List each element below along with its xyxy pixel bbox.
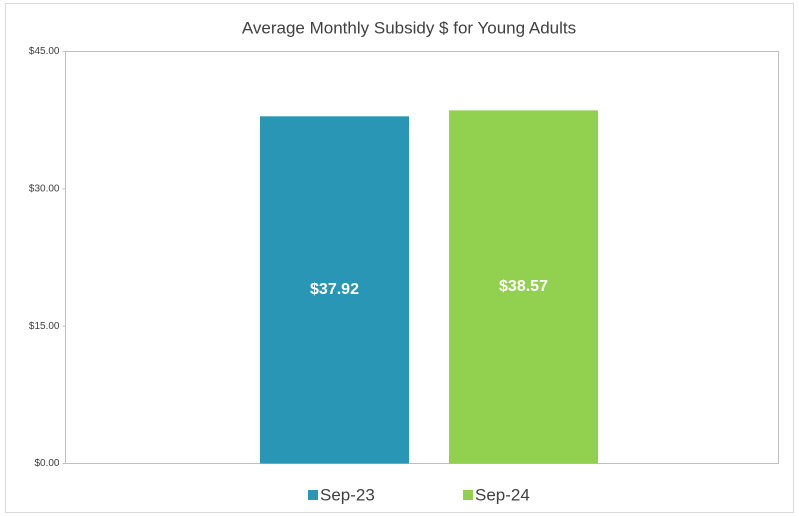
chart-title: Average Monthly Subsidy $ for Young Adul… bbox=[242, 18, 576, 37]
data-label: $38.57 bbox=[499, 278, 548, 295]
y-tick-label: $45.00 bbox=[29, 46, 60, 57]
y-tick-label: $15.00 bbox=[29, 321, 60, 332]
y-tick-label: $30.00 bbox=[29, 183, 60, 194]
legend-label: Sep-23 bbox=[320, 485, 375, 504]
bar bbox=[449, 110, 598, 464]
plot-area bbox=[65, 51, 779, 464]
y-tick-label: $0.00 bbox=[34, 458, 59, 469]
legend-swatch bbox=[463, 490, 473, 500]
legend-label: Sep-24 bbox=[475, 485, 530, 504]
data-label: $37.92 bbox=[310, 281, 359, 298]
legend-swatch bbox=[308, 490, 318, 500]
bar bbox=[260, 116, 409, 464]
